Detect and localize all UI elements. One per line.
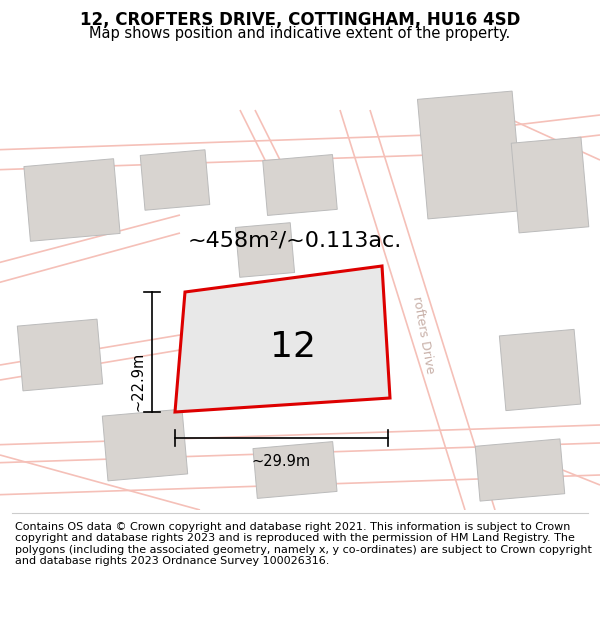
Text: ~29.9m: ~29.9m [252, 454, 311, 469]
Text: Contains OS data © Crown copyright and database right 2021. This information is : Contains OS data © Crown copyright and d… [15, 521, 592, 566]
Text: ~22.9m: ~22.9m [131, 352, 146, 411]
Text: 12, CROFTERS DRIVE, COTTINGHAM, HU16 4SD: 12, CROFTERS DRIVE, COTTINGHAM, HU16 4SD [80, 11, 520, 29]
Polygon shape [263, 154, 337, 216]
Text: 12: 12 [270, 330, 316, 364]
Text: Map shows position and indicative extent of the property.: Map shows position and indicative extent… [89, 26, 511, 41]
Polygon shape [253, 442, 337, 498]
Polygon shape [499, 329, 581, 411]
Polygon shape [17, 319, 103, 391]
Polygon shape [475, 439, 565, 501]
Polygon shape [175, 266, 390, 412]
Polygon shape [103, 409, 188, 481]
Polygon shape [235, 222, 295, 278]
Polygon shape [418, 91, 523, 219]
Text: rofters Drive: rofters Drive [410, 295, 436, 375]
Polygon shape [24, 159, 120, 241]
Polygon shape [511, 137, 589, 233]
Text: ~458m²/~0.113ac.: ~458m²/~0.113ac. [188, 230, 402, 250]
Polygon shape [140, 150, 210, 210]
